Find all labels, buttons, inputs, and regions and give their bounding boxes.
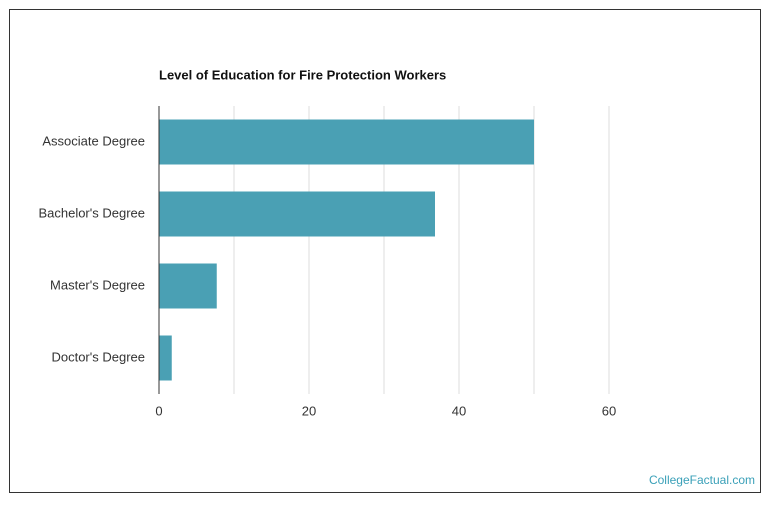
watermark[interactable]: CollegeFactual.com — [649, 473, 755, 487]
y-tick-label: Master's Degree — [50, 277, 145, 292]
x-tick-label: 20 — [302, 403, 316, 418]
bar — [159, 119, 534, 165]
x-tick-label: 0 — [155, 403, 162, 418]
bar — [159, 191, 435, 237]
bar — [159, 263, 217, 309]
frame — [9, 9, 761, 493]
y-tick-label: Associate Degree — [42, 133, 145, 148]
x-tick-label: 40 — [452, 403, 466, 418]
bar — [159, 335, 172, 381]
x-tick-label: 60 — [602, 403, 616, 418]
chart-title: Level of Education for Fire Protection W… — [159, 67, 446, 82]
y-tick-label: Bachelor's Degree — [38, 205, 145, 220]
y-tick-label: Doctor's Degree — [51, 349, 145, 364]
